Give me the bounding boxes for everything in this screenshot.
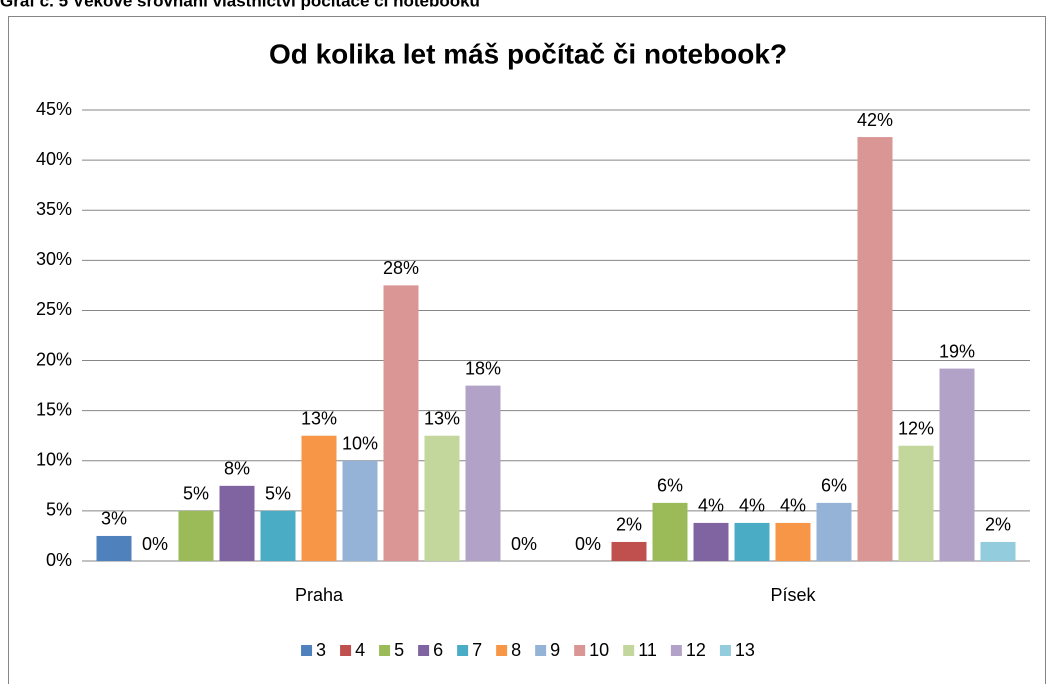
legend-label: 9 — [550, 640, 560, 660]
y-tick-label: 20% — [36, 349, 72, 369]
legend-swatch — [340, 645, 352, 656]
data-label: 5% — [265, 484, 291, 504]
bar — [693, 522, 729, 561]
data-label: 18% — [465, 358, 501, 378]
data-label: 42% — [857, 110, 893, 130]
legend-label: 10 — [589, 640, 609, 660]
legend-swatch — [535, 645, 547, 656]
bar — [219, 485, 255, 561]
data-label: 4% — [780, 496, 806, 516]
legend-label: 4 — [355, 640, 365, 660]
bar — [342, 460, 378, 561]
data-label: 2% — [985, 515, 1011, 535]
data-label: 0% — [575, 534, 601, 554]
data-label: 2% — [616, 515, 642, 535]
legend-label: 3 — [316, 640, 326, 660]
y-tick-label: 15% — [36, 399, 72, 419]
chart-title: Od kolika let máš počítač či notebook? — [269, 38, 787, 69]
y-tick-label: 30% — [36, 249, 72, 269]
data-label: 0% — [511, 534, 537, 554]
bar — [652, 502, 688, 561]
y-tick-label: 35% — [36, 199, 72, 219]
legend-swatch — [379, 645, 391, 656]
data-label: 6% — [821, 476, 847, 496]
bar — [301, 435, 337, 561]
data-label: 6% — [657, 476, 683, 496]
legend-swatch — [418, 645, 430, 656]
y-tick-label: 45% — [36, 99, 72, 119]
data-label: 19% — [939, 341, 975, 361]
data-label: 4% — [698, 496, 724, 516]
bar — [465, 385, 501, 561]
legend-label: 8 — [511, 640, 521, 660]
bar — [980, 541, 1016, 561]
legend-swatch — [457, 645, 469, 656]
legend-label: 11 — [638, 640, 657, 660]
y-tick-label: 5% — [46, 500, 72, 520]
legend-swatch — [719, 645, 731, 656]
data-label: 13% — [424, 408, 460, 428]
data-label: 13% — [301, 408, 337, 428]
legend-swatch — [574, 645, 586, 656]
bar — [424, 435, 460, 561]
y-tick-label: 25% — [36, 299, 72, 319]
data-label: 0% — [142, 534, 168, 554]
data-label: 28% — [383, 258, 419, 278]
legend-swatch — [623, 645, 635, 656]
legend-swatch — [301, 645, 313, 656]
x-tick-label: Praha — [295, 585, 344, 605]
bar — [857, 137, 893, 561]
legend-label: 5 — [394, 640, 404, 660]
bar — [816, 502, 852, 561]
legend-label: 13 — [735, 640, 755, 660]
bar — [939, 368, 975, 561]
legend-label: 7 — [472, 640, 482, 660]
data-label: 3% — [101, 509, 127, 529]
legend-label: 12 — [686, 640, 706, 660]
caption: Graf č. 5 Věkové srovnání vlastnictví po… — [0, 0, 480, 10]
bar — [734, 522, 770, 561]
bar — [383, 285, 419, 561]
data-label: 10% — [342, 434, 378, 454]
bar — [775, 522, 811, 561]
data-label: 12% — [898, 418, 934, 438]
legend-swatch — [496, 645, 508, 656]
x-tick-label: Písek — [770, 585, 816, 605]
bar — [178, 510, 214, 561]
data-label: 5% — [183, 484, 209, 504]
bar — [898, 445, 934, 561]
legend-label: 6 — [433, 640, 443, 660]
y-tick-label: 10% — [36, 450, 72, 470]
bar — [260, 510, 296, 561]
y-tick-label: 40% — [36, 149, 72, 169]
data-label: 4% — [739, 496, 765, 516]
legend-swatch — [670, 645, 682, 656]
bar — [611, 541, 647, 561]
bar — [96, 535, 132, 561]
data-label: 8% — [224, 459, 250, 479]
y-tick-label: 0% — [46, 550, 72, 570]
